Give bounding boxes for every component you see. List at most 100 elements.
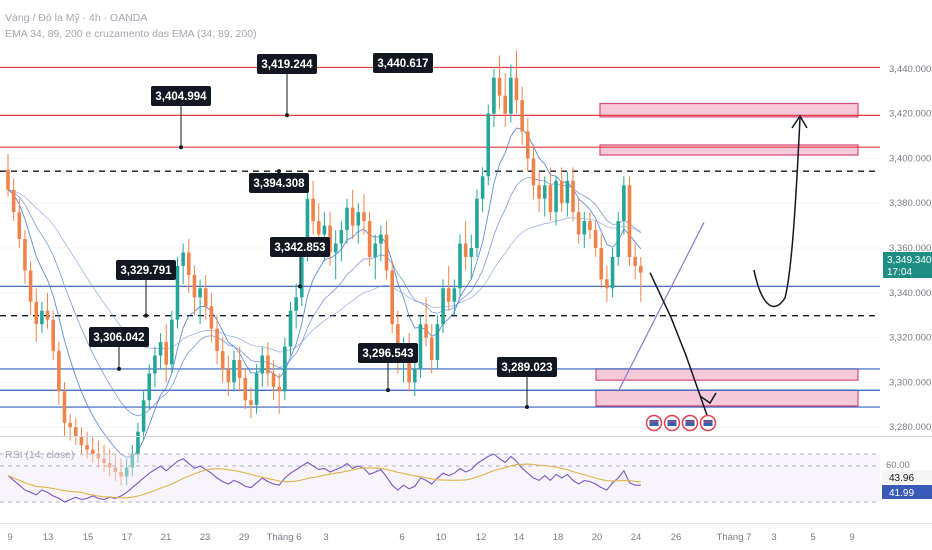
price-label: 3,440.617 (373, 53, 433, 73)
candle (249, 386, 253, 419)
ascending-trendline[interactable] (617, 222, 705, 392)
time-tick-label: 3 (323, 532, 328, 543)
price-label-text: 3,296.543 (362, 348, 413, 360)
arrow-head-up (791, 114, 808, 129)
price-label: 3,342.853 (270, 237, 330, 289)
candle-body (537, 185, 541, 199)
candle (288, 301, 293, 356)
candle-body (492, 77, 496, 114)
price-label-anchor (179, 145, 183, 150)
candle (57, 342, 61, 405)
candle-body (62, 391, 67, 423)
candle-body (435, 324, 440, 360)
price-zone[interactable] (599, 144, 859, 156)
price-label: 3,404.994 (151, 86, 211, 150)
symbol-title: Vàng / Đô la Mỹ · 4h · OANDA (5, 12, 147, 24)
candle (367, 212, 372, 266)
candle (458, 234, 462, 298)
candle (520, 86, 524, 145)
candle-body (300, 252, 304, 298)
candle (90, 436, 95, 464)
bearish-projection-path[interactable] (649, 272, 708, 416)
candle (362, 194, 366, 235)
event-flag-icon[interactable] (645, 414, 663, 432)
price-label: 3,289.023 (497, 357, 557, 409)
bullish-projection-path[interactable] (753, 117, 801, 308)
candle-body (559, 180, 564, 204)
event-flag-icon[interactable] (699, 414, 717, 432)
candle-body (254, 373, 259, 405)
candle-body (85, 445, 89, 450)
candle (531, 144, 536, 199)
candle (627, 176, 632, 266)
price-label-anchor (285, 113, 289, 118)
candle-body (503, 95, 507, 114)
candle (203, 274, 208, 320)
candle-body (362, 212, 366, 222)
candle (254, 364, 259, 414)
candle (452, 279, 457, 316)
trendline[interactable] (617, 222, 705, 392)
candle (492, 68, 496, 128)
candle-body (124, 467, 129, 477)
candle (509, 64, 513, 123)
candle (588, 212, 592, 240)
candle-body (322, 225, 327, 235)
candle (51, 310, 55, 360)
candle-body (429, 337, 434, 360)
candle (429, 324, 434, 374)
event-flag-icon[interactable] (663, 414, 681, 432)
projection-paths[interactable] (649, 114, 808, 416)
time-tick-label: Tháng 7 (717, 532, 752, 543)
time-axis[interactable]: 9 13 15 17 21 23 29 Tháng 6 3 6 10 12 14 18 20 24 26 Thán… (7, 532, 854, 543)
candle (277, 373, 281, 414)
candle (209, 292, 214, 343)
candle-body (203, 288, 208, 307)
candle-body (384, 234, 389, 271)
current-price-value: 3,349.340 (887, 255, 932, 266)
candle-body (514, 77, 519, 101)
price-label: 3,329.791 (116, 260, 176, 318)
candle-body (446, 288, 451, 302)
price-zone[interactable] (599, 102, 859, 118)
event-icon-flag (685, 420, 695, 426)
price-label-box (373, 53, 433, 73)
price-axis[interactable]: 3,280.000 3,300.000 3,320.000 3,340.000 3,36… (889, 64, 931, 433)
candle-body (588, 221, 592, 231)
candle-body (6, 169, 10, 190)
candle-body (458, 243, 462, 289)
candle-body (113, 467, 118, 472)
price-tick-label: 3,280.000 (889, 422, 931, 433)
candle (243, 368, 248, 410)
candle-body (288, 310, 293, 347)
price-zone[interactable] (595, 368, 859, 381)
candle-body (45, 310, 50, 320)
candle (418, 315, 423, 378)
candle (11, 178, 16, 222)
event-flag-icon[interactable] (681, 414, 699, 432)
candle-body (96, 454, 101, 459)
candle (542, 176, 547, 217)
candle-body (554, 180, 558, 213)
candle-body (520, 100, 524, 132)
candle (554, 176, 558, 226)
candle-body (599, 248, 604, 280)
candle-body (576, 212, 581, 235)
candle-body (379, 234, 383, 244)
candle (565, 171, 570, 217)
supply-demand-zones (595, 102, 859, 407)
candle-body (622, 185, 626, 222)
event-icon-flag (649, 420, 659, 426)
price-zone[interactable] (595, 389, 859, 407)
economic-event-icons[interactable] (645, 414, 717, 432)
price-tick-label: 3,340.000 (889, 288, 931, 299)
candle-body (68, 422, 72, 428)
price-tick-label: 3,440.000 (889, 64, 931, 75)
candle-body (90, 449, 95, 455)
candle-body (486, 113, 491, 177)
candle-body (175, 265, 180, 320)
candle (526, 118, 530, 172)
price-label-text: 3,440.617 (377, 58, 428, 70)
rsi-value-badge: 43.96 (882, 470, 932, 484)
